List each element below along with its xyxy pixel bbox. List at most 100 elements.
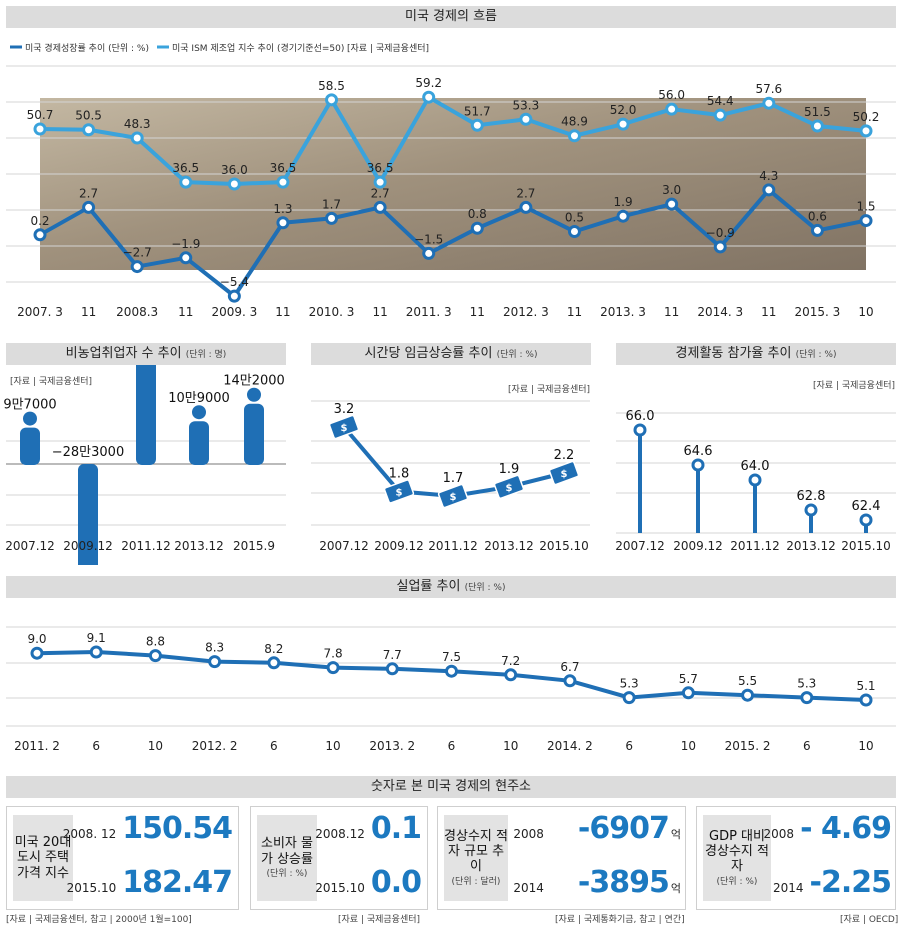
unemployment-point [859, 693, 873, 707]
x-tick-label: 2009.12 [63, 539, 113, 553]
ism-value-label: 57.6 [755, 82, 782, 96]
ism-point [713, 108, 727, 122]
participation-value-label: 62.8 [797, 489, 826, 504]
ism-value-label: 36.5 [367, 161, 394, 175]
wage-value-label: 1.8 [389, 466, 410, 481]
gdp-point [519, 200, 533, 214]
summary-box-cpi: 소비자 물가 상승률 (단위 : %) 2008.12 0.1 2015.10 … [250, 806, 428, 910]
gdp-point [227, 289, 241, 303]
dollar-sign: $ [506, 483, 513, 494]
unemployment-value-label: 7.7 [383, 648, 402, 662]
participation-chart: 66.0 2007.12 64.6 2009.12 64.0 2011.12 62.8 201… [615, 409, 896, 553]
wage-unit: (단위 : %) [496, 350, 538, 360]
money-icon: $ [548, 460, 580, 486]
money-icon: $ [383, 479, 415, 504]
x-tick-label: 2007. 3 [17, 305, 63, 319]
cpi-year-1: 2008.12 [315, 827, 365, 841]
participation-point [859, 513, 873, 527]
gdp-point [470, 221, 484, 235]
person-body [189, 421, 209, 465]
wage-title-text: 시간당 임금상승률 추이 [364, 346, 493, 361]
unemployment-point [385, 662, 399, 676]
x-tick-label: 11 [664, 305, 679, 319]
gdp-value-label: 0.8 [468, 207, 487, 221]
unemployment-point [208, 655, 222, 669]
money-note [328, 414, 360, 440]
unemployment-value-label: 9.0 [27, 632, 46, 646]
ca-row-2: 2014 -3895 억 [513, 865, 681, 900]
cpi-row-2: 2015.10 0.0 [315, 865, 422, 900]
ism-value-label: 48.3 [124, 117, 151, 131]
gdp-point [82, 200, 96, 214]
cpi-source: [자료 | 국제금융센터] [338, 915, 421, 925]
x-tick-label: 11 [372, 305, 387, 319]
unemployment-value-label: 5.3 [797, 677, 816, 691]
gdp-value-label: 0.5 [565, 211, 584, 225]
ca-row-1: 2008 -6907 억 [513, 811, 681, 846]
gdp-value-label: 1.5 [856, 200, 875, 214]
money-note [493, 474, 525, 499]
legend-label-ism: 미국 ISM 제조업 지수 추이 (경기기준선=50) [172, 42, 344, 54]
x-tick-label: 11 [761, 305, 776, 319]
ism-point [519, 112, 533, 126]
ism-point [82, 123, 96, 137]
gdp-point [373, 200, 387, 214]
jobs-unit: (단위 : 명) [185, 350, 227, 360]
wage-chart-title: 시간당 임금상승률 추이 (단위 : %) [311, 343, 591, 365]
summary-box-current-account: 경상수지 적자 규모 추이 (단위 : 달러) 2008 -6907 억 201… [437, 806, 686, 910]
participation-value-label: 66.0 [626, 409, 655, 424]
cpi-value-1: 0.1 [370, 811, 422, 846]
x-tick-label: 2011. 3 [406, 305, 452, 319]
unemployment-chart-title: 실업률 추이 (단위 : %) [6, 576, 896, 598]
gdp-value-1: - 4.69 [800, 811, 892, 846]
dollar-sign: $ [561, 469, 568, 480]
gdp-point [179, 251, 193, 265]
gdp-point [130, 260, 144, 274]
x-tick-label: 2015.10 [841, 539, 891, 553]
gdp-line [39, 187, 867, 299]
ism-point [130, 131, 144, 145]
unemployment-value-label: 5.3 [620, 677, 639, 691]
ism-point [567, 129, 581, 143]
gdp-value-label: −2.7 [123, 246, 152, 260]
participation-chart-title: 경제활동 참가율 추이 (단위 : %) [616, 343, 896, 365]
ism-point [422, 90, 436, 104]
main-chart-title: 미국 경제의 흐름 [6, 6, 896, 28]
legend-label-gdp: 미국 경제성장률 추이 (단위 : %) [25, 42, 149, 54]
housing-year-2: 2015.10 [66, 881, 117, 895]
unemployment-value-label: 7.5 [442, 650, 461, 664]
x-tick-label: 2007.12 [319, 539, 369, 553]
gdp-value-label: 0.2 [30, 214, 49, 228]
ism-value-label: 59.2 [415, 76, 442, 90]
person-body [136, 365, 156, 465]
gdp-point [810, 223, 824, 237]
participation-value-label: 64.0 [741, 459, 770, 474]
unemployment-value-label: 7.8 [324, 647, 343, 661]
x-tick-label: 6 [448, 739, 456, 753]
gdp-point [422, 246, 436, 260]
gdp-value-label: −1.9 [171, 237, 200, 251]
person-bar [244, 387, 264, 465]
housing-row-2: 2015.10 182.47 [66, 865, 233, 900]
x-tick-label: 2011.12 [121, 539, 171, 553]
person-head [192, 405, 206, 420]
ism-point [762, 96, 776, 110]
ism-value-label: 56.0 [658, 88, 685, 102]
unemployment-point [445, 664, 458, 678]
unemployment-unit: (단위 : %) [464, 583, 506, 593]
ca-source: [자료 | 국제통화기금, 참고 | 연간] [555, 915, 685, 925]
ca-unit: (단위 : 달러) [451, 876, 501, 887]
money-icon: $ [328, 414, 360, 440]
x-tick-label: 10 [858, 305, 873, 319]
x-tick-label: 2015. 2 [725, 739, 771, 753]
gdp-value-label: 4.3 [759, 169, 778, 183]
ism-value-label: 51.7 [464, 104, 491, 118]
jobs-source: [자료 | 국제금융센터] [10, 377, 93, 387]
x-tick-label: 2015. 3 [795, 305, 841, 319]
x-tick-label: 6 [270, 739, 278, 753]
gdp-point [665, 197, 679, 211]
summary-box-cpi-label: 소비자 물가 상승률 (단위 : %) [257, 815, 317, 901]
money-icon: $ [493, 474, 525, 499]
x-tick-label: 2010. 3 [309, 305, 355, 319]
